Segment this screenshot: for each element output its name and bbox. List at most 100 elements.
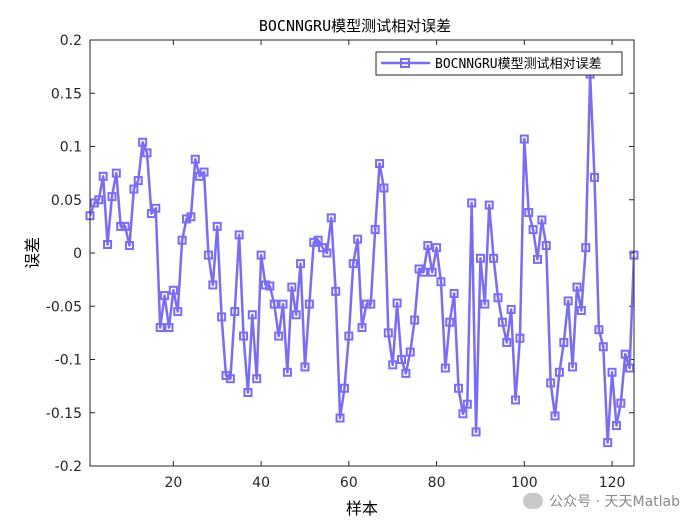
data-point <box>511 395 521 405</box>
data-point <box>462 399 472 409</box>
x-tick-label: 60 <box>340 475 358 491</box>
data-point <box>138 137 148 147</box>
data-point <box>160 291 170 301</box>
data-point <box>252 374 262 384</box>
data-point <box>124 241 134 251</box>
data-point <box>98 171 108 181</box>
data-point <box>489 253 499 263</box>
data-point <box>607 367 617 377</box>
data-point <box>186 212 196 222</box>
data-point <box>282 367 292 377</box>
data-point <box>550 411 560 421</box>
data-point <box>274 331 284 341</box>
data-point <box>532 254 542 264</box>
data-point <box>445 317 455 327</box>
watermark-text: 公众号 · 天天Matlab <box>549 494 680 510</box>
data-point <box>620 349 630 359</box>
data-point <box>265 281 275 291</box>
data-point <box>129 184 139 194</box>
data-point <box>454 383 464 393</box>
data-point <box>388 360 398 370</box>
data-point <box>203 250 213 260</box>
y-tick-label: 0.2 <box>60 33 82 49</box>
data-point <box>370 225 380 235</box>
data-point <box>427 267 437 277</box>
data-point <box>107 192 117 202</box>
data-point <box>177 235 187 245</box>
y-axis-label: 误差 <box>23 237 42 269</box>
data-point <box>357 323 367 333</box>
y-tick-label: 0.15 <box>51 86 82 102</box>
data-point <box>151 203 161 213</box>
y-tick-label: 0 <box>73 246 82 262</box>
data-point <box>432 243 442 253</box>
data-point <box>440 363 450 373</box>
data-point <box>164 323 174 333</box>
x-tick-label: 100 <box>511 475 538 491</box>
data-point <box>581 243 591 253</box>
data-point <box>506 304 516 314</box>
data-point <box>331 286 341 296</box>
data-point <box>392 298 402 308</box>
data-point <box>287 282 297 292</box>
data-point <box>142 148 152 158</box>
y-tick-label: -0.1 <box>55 353 82 369</box>
data-point <box>199 167 209 177</box>
data-point <box>467 198 477 208</box>
data-point <box>590 172 600 182</box>
data-point <box>344 331 354 341</box>
data-point <box>103 239 113 249</box>
data-point <box>291 310 301 320</box>
data-point <box>173 307 183 317</box>
data-point <box>480 299 490 309</box>
data-point <box>339 383 349 393</box>
data-point <box>524 208 534 218</box>
y-tick-label: 0.1 <box>60 140 82 156</box>
data-point <box>449 288 459 298</box>
data-point <box>458 409 468 419</box>
data-point <box>576 306 586 316</box>
data-point <box>502 337 512 347</box>
data-point <box>155 323 165 333</box>
data-point <box>208 280 218 290</box>
data-point <box>247 310 257 320</box>
y-tick-label: 0.05 <box>51 193 82 209</box>
data-point <box>111 168 121 178</box>
data-point <box>375 159 385 169</box>
data-point <box>598 342 608 352</box>
data-point <box>120 221 130 231</box>
y-tick-label: -0.2 <box>55 459 82 475</box>
data-point <box>296 259 306 269</box>
wechat-icon <box>523 493 544 509</box>
data-point <box>611 421 621 431</box>
data-point <box>278 299 288 309</box>
data-point <box>230 307 240 317</box>
data-point <box>217 312 227 322</box>
data-point <box>168 285 178 295</box>
data-point <box>304 299 314 309</box>
data-point <box>537 215 547 225</box>
data-point <box>563 296 573 306</box>
data-point <box>383 328 393 338</box>
data-point <box>401 368 411 378</box>
data-point <box>423 241 433 251</box>
legend-marker <box>400 58 410 68</box>
data-point <box>418 267 428 277</box>
data-point <box>366 299 376 309</box>
data-point <box>497 317 507 327</box>
data-point <box>572 282 582 292</box>
legend-box <box>375 51 623 76</box>
plot-frame <box>89 39 635 467</box>
data-point <box>528 225 538 235</box>
data-point <box>234 230 244 240</box>
data-point <box>603 438 613 448</box>
chart-title: BOCNNGRU模型测试相对误差 <box>259 17 451 35</box>
data-point <box>396 355 406 364</box>
y-tick-label: -0.05 <box>46 299 82 315</box>
data-point <box>239 331 249 341</box>
data-point <box>379 183 389 193</box>
x-tick-label: 120 <box>599 475 626 491</box>
data-point <box>322 248 332 258</box>
data-point <box>269 299 279 309</box>
